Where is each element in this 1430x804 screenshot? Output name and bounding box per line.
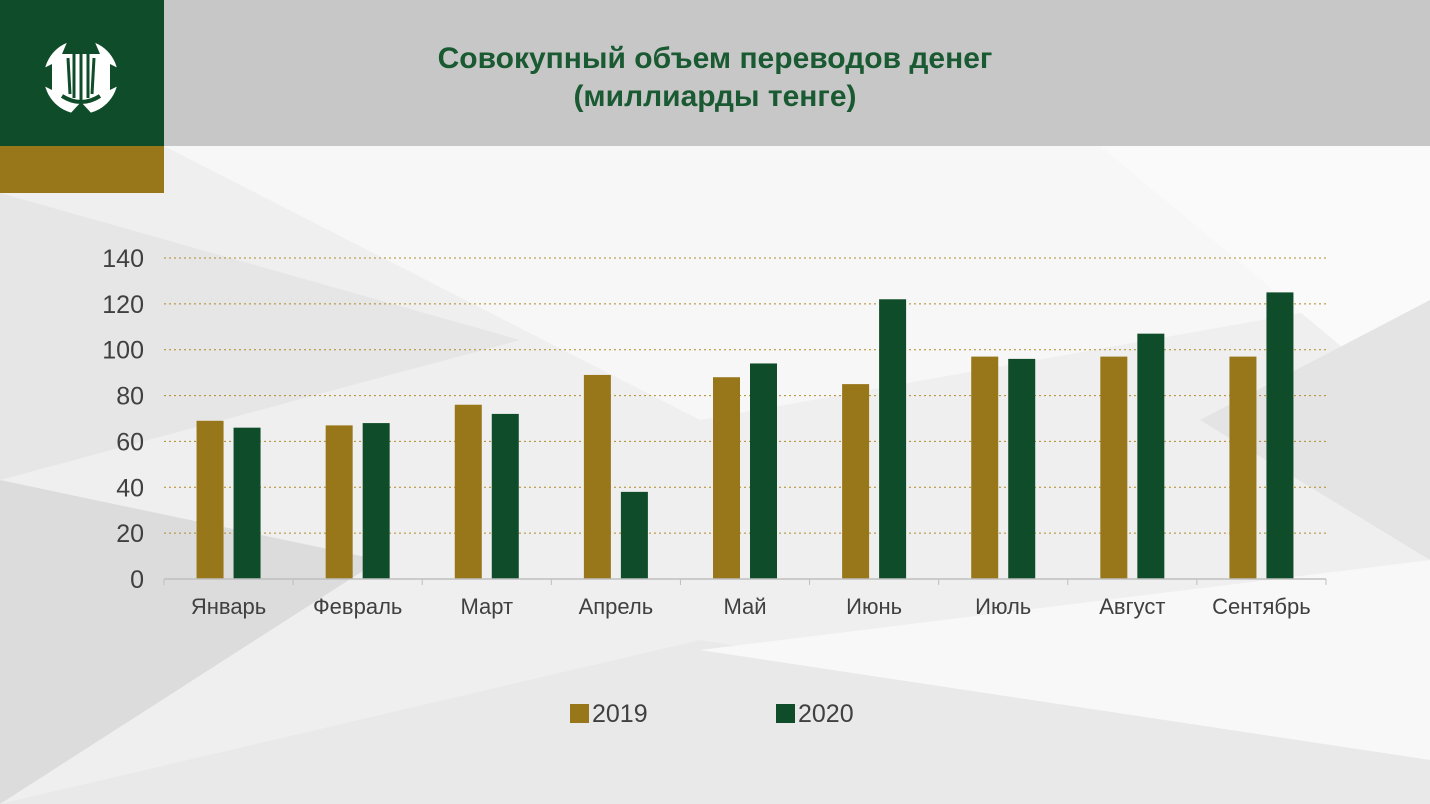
bar-2019-5 — [842, 384, 870, 579]
bar-2020-2 — [491, 413, 519, 579]
y-tick-label: 40 — [116, 474, 144, 502]
x-axis-labels: Январь Февраль Март Апрель Май Июнь Июль Август… — [191, 594, 1311, 619]
bar-2020-4 — [750, 363, 777, 579]
bar-2019-6 — [971, 356, 999, 579]
bar-2019-8 — [1229, 356, 1257, 579]
y-tick-label: 0 — [130, 566, 144, 594]
x-tick-label: Апрель — [579, 594, 654, 619]
y-tick-label: 80 — [116, 383, 144, 411]
national-bank-emblem-icon — [40, 40, 122, 116]
page-title: Совокупный объем переводов денег (миллиа… — [290, 40, 1140, 116]
logo-panel — [0, 0, 164, 146]
bar-2019-4 — [713, 377, 740, 579]
x-tick-label: Январь — [191, 594, 266, 619]
legend-label-2019: 2019 — [592, 700, 648, 728]
title-line-2: (миллиарды тенге) — [573, 80, 857, 113]
bar-2019-1 — [325, 425, 353, 579]
bar-2020-5 — [879, 299, 907, 579]
bar-2019-3 — [583, 374, 611, 579]
x-tick-label: Август — [1099, 594, 1165, 619]
legend-item-2019: 2019 — [570, 700, 648, 729]
y-tick-label: 100 — [102, 337, 144, 365]
bar-2020-3 — [620, 491, 648, 579]
y-tick-label: 120 — [102, 291, 144, 319]
bars — [163, 292, 1327, 585]
bar-2019-7 — [1100, 356, 1128, 579]
legend-item-2020: 2020 — [776, 700, 854, 729]
bar-2020-7 — [1137, 333, 1165, 579]
bar-2020-0 — [233, 427, 261, 579]
y-tick-label: 140 — [102, 245, 144, 273]
bar-2019-0 — [196, 420, 224, 579]
title-line-1: Совокупный объем переводов денег — [437, 42, 993, 75]
y-tick-label: 20 — [116, 520, 144, 548]
header-bar — [0, 0, 1430, 146]
legend-swatch-2020 — [776, 704, 795, 723]
x-tick-label: Март — [460, 594, 513, 619]
x-tick-label: Май — [723, 594, 766, 619]
bar-2019-2 — [454, 404, 482, 579]
accent-bar — [0, 146, 164, 193]
legend-swatch-2019 — [570, 704, 589, 723]
legend-label-2020: 2020 — [798, 700, 854, 728]
x-tick-label: Сентябрь — [1212, 594, 1311, 619]
bar-2020-1 — [362, 423, 390, 579]
x-tick-label: Февраль — [313, 594, 402, 619]
x-tick-label: Июнь — [846, 594, 902, 619]
bar-2020-6 — [1008, 358, 1036, 579]
x-tick-label: Июль — [975, 594, 1031, 619]
y-axis-ticks: 0 20 40 60 80 100 120 140 — [102, 245, 144, 594]
y-tick-label: 60 — [116, 428, 144, 456]
bar-2020-8 — [1266, 292, 1294, 579]
gridlines — [164, 257, 1326, 534]
